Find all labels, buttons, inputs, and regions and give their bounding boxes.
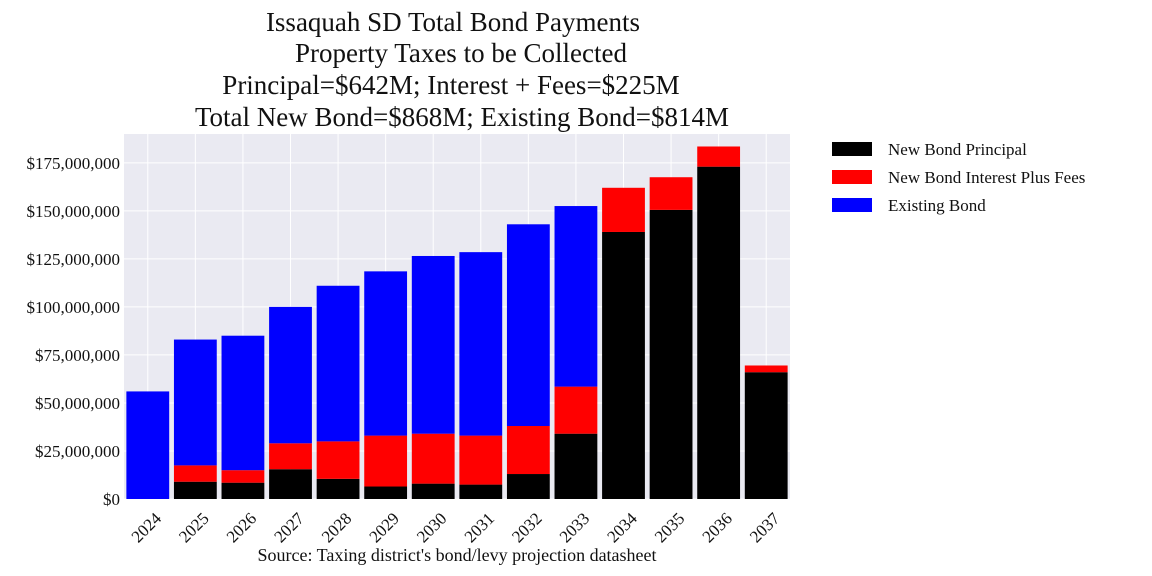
x-tick-label-2028: 2028 [318,509,355,546]
title-line-1: Issaquah SD Total Bond Payments [266,7,640,37]
bar-2037-series-0 [744,372,788,499]
bar-2034-series-0 [602,231,645,499]
bar-2035-series-0 [649,209,693,499]
x-tick-label-2033: 2033 [556,509,593,546]
x-tick-label-2037: 2037 [746,509,784,547]
bar-2027-series-0 [269,469,312,499]
bar-2031-series-0 [459,484,503,499]
bar-2025-series-2 [173,339,217,466]
source-label: Source: Taxing district's bond/levy proj… [257,545,656,565]
bar-2028-series-0 [316,478,360,499]
bar-2029-series-0 [364,486,408,499]
y-tick-label-2: $50,000,000 [35,394,120,413]
y-tick-label-0: $0 [103,490,120,509]
legend-swatch-2 [832,198,872,212]
x-tick-label-2035: 2035 [651,509,688,546]
legend-label-1: New Bond Interest Plus Fees [888,168,1085,187]
y-axis-ticks: $0 $25,000,000 $50,000,000 $75,000,000 $100,… [27,154,121,509]
y-tick-label-7: $175,000,000 [27,154,121,173]
legend-swatch-0 [832,142,872,156]
x-tick-label-2032: 2032 [508,509,545,546]
bar-2032-series-0 [506,474,550,499]
bar-2026-series-1 [221,470,265,483]
bar-2030-series-1 [411,433,455,484]
x-tick-label-2025: 2025 [175,509,212,546]
bar-2026-series-2 [221,335,265,471]
x-tick-label-2027: 2027 [270,509,308,547]
bar-2026-series-0 [221,482,265,499]
bar-2035-series-1 [649,177,693,210]
bar-2025-series-1 [173,465,217,482]
title-line-4: Total New Bond=$868M; Existing Bond=$814… [195,102,729,132]
bar-2033-series-2 [554,206,598,387]
y-tick-label-1: $25,000,000 [35,442,120,461]
bar-2028-series-2 [316,285,360,442]
title-line-3: Principal=$642M; Interest + Fees=$225M [222,70,679,100]
title-line-2: Property Taxes to be Collected [295,38,628,68]
bar-2030-series-2 [411,255,455,434]
chart-title: Issaquah SD Total Bond Payments Property… [195,7,729,132]
x-tick-label-2036: 2036 [698,509,735,546]
x-tick-label-2034: 2034 [603,509,641,547]
legend-label-0: New Bond Principal [888,140,1027,159]
bar-2027-series-2 [269,306,312,444]
bar-2027-series-1 [269,443,312,470]
bar-2032-series-2 [506,224,550,426]
x-tick-label-2031: 2031 [461,509,498,546]
bar-2033-series-1 [554,386,598,434]
bar-2031-series-2 [459,252,503,436]
y-tick-label-3: $75,000,000 [35,346,120,365]
bar-2037-series-1 [744,365,788,373]
bar-2028-series-1 [316,441,360,479]
bars [126,146,788,499]
y-tick-label-6: $150,000,000 [27,202,121,221]
bar-2036-series-1 [697,146,741,167]
bar-2030-series-0 [411,483,455,499]
x-tick-label-2024: 2024 [128,509,166,547]
y-tick-label-5: $125,000,000 [27,250,121,269]
y-tick-label-4: $100,000,000 [27,298,121,317]
x-tick-label-2030: 2030 [413,509,450,546]
bar-2029-series-2 [364,271,408,436]
legend-label-2: Existing Bond [888,196,986,215]
bar-2024-series-2 [126,391,170,499]
x-axis-ticks: 2024 2025 2026 2027 2028 2029 2030 2031 2032 2033… [128,509,784,547]
bar-2036-series-0 [697,166,741,499]
bar-2029-series-1 [364,435,408,487]
bar-2034-series-1 [602,187,645,232]
bar-2032-series-1 [506,426,550,475]
bar-2033-series-0 [554,433,598,499]
bar-2025-series-0 [173,481,217,499]
bar-2031-series-1 [459,435,503,485]
x-tick-label-2026: 2026 [223,509,260,546]
x-tick-label-2029: 2029 [365,509,402,546]
legend: New Bond Principal New Bond Interest Plus… [832,140,1085,215]
legend-swatch-1 [832,170,872,184]
